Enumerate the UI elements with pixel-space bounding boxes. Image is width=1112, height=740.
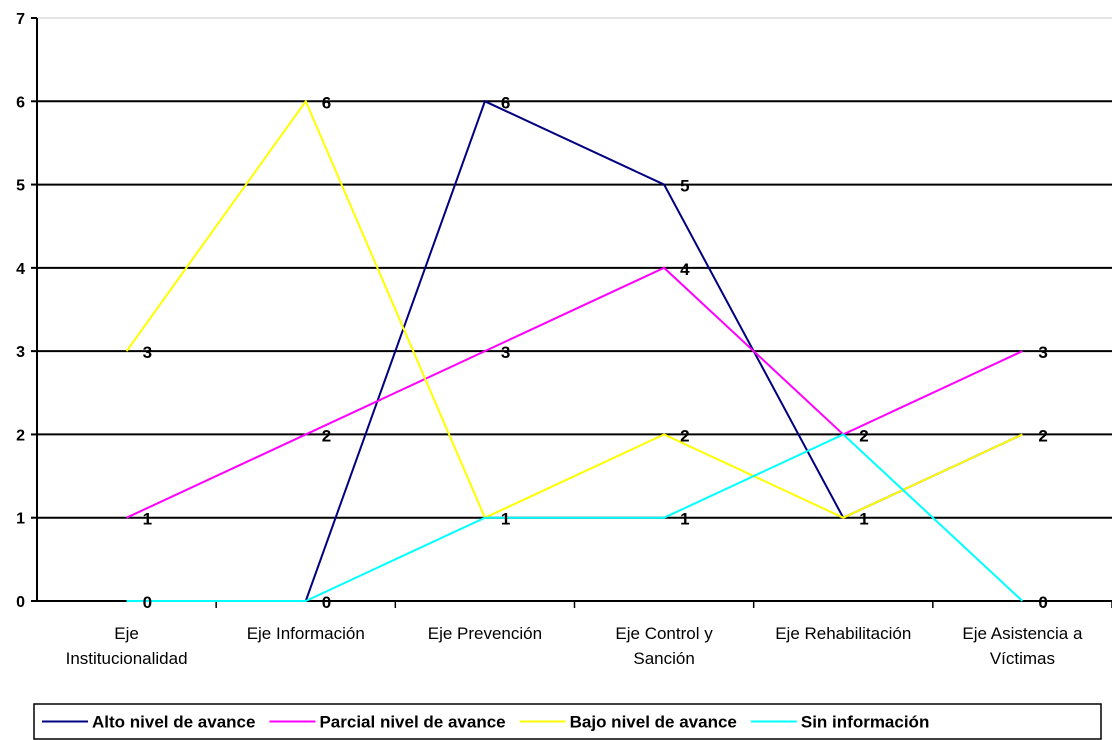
category-label: Eje Prevención [428, 624, 542, 643]
series-line-sin-informaci-n [126, 433, 1024, 602]
category-label: Eje Rehabilitación [775, 624, 911, 643]
y-tick-label: 4 [16, 261, 25, 278]
data-label: 2 [680, 426, 689, 445]
category-label: Eje Asistencia a Víctimas [962, 624, 1083, 668]
data-label: 5 [680, 177, 689, 196]
legend-label: Bajo nivel de avance [570, 713, 737, 732]
legend-label: Sin información [801, 713, 929, 732]
legend-label: Parcial nivel de avance [319, 713, 505, 732]
data-label: 4 [680, 260, 690, 279]
category-label: Eje Institucionalidad [66, 624, 188, 668]
data-label: 2 [1038, 426, 1047, 445]
y-tick-label: 5 [16, 178, 25, 195]
legend: Alto nivel de avance Parcial nivel de ava… [33, 703, 1102, 740]
y-tick-label: 0 [16, 594, 25, 611]
data-label: 1 [859, 510, 868, 529]
axes [31, 17, 1112, 608]
data-label: 0 [322, 593, 331, 612]
data-label: 3 [1038, 343, 1047, 362]
y-tick-label: 6 [16, 94, 25, 111]
data-label: 3 [143, 343, 152, 362]
series-line-bajo-nivel-de-avance [125, 99, 1023, 520]
series-lines [125, 99, 1024, 602]
y-tick-label: 3 [16, 344, 25, 361]
gridlines [37, 17, 1112, 519]
y-tick-label: 7 [16, 11, 25, 28]
category-label: Eje Control y Sanción [615, 624, 713, 668]
data-label: 6 [322, 93, 331, 112]
data-label: 2 [859, 426, 868, 445]
category-label: Eje Información [247, 624, 365, 643]
data-label: 3 [501, 343, 510, 362]
data-label: 0 [1038, 593, 1047, 612]
data-label: 0 [143, 593, 152, 612]
category-labels: Eje Institucionalidad Eje Información Eje P… [66, 624, 1083, 668]
data-label: 1 [501, 510, 510, 529]
y-tick-labels: 0 1 2 3 4 5 6 7 [16, 11, 25, 611]
y-tick-label: 1 [16, 511, 25, 528]
data-label: 1 [143, 510, 152, 529]
data-label: 6 [501, 93, 510, 112]
series-line-parcial-nivel-de-avance [126, 266, 1023, 519]
y-tick-label: 2 [16, 427, 25, 444]
legend-box [33, 703, 1102, 740]
data-label: 1 [680, 510, 689, 529]
legend-label: Alto nivel de avance [92, 713, 255, 732]
data-label: 2 [322, 426, 331, 445]
